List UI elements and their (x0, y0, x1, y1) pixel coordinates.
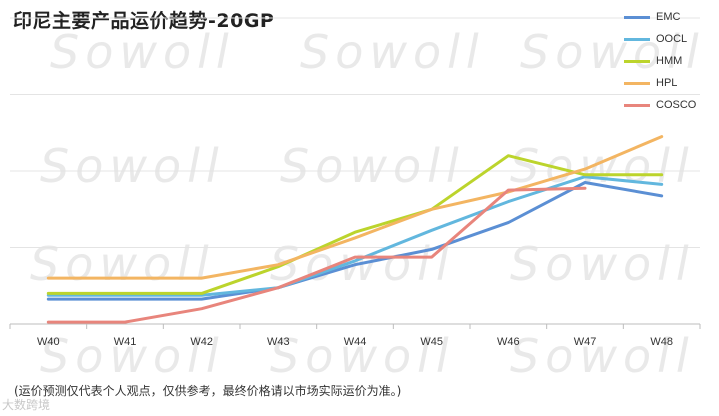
legend-swatch (624, 104, 650, 107)
legend-label: HPL (656, 77, 678, 89)
x-axis: W40 W41 W42 W43 W44 W45 W46 W47 W48 (9, 324, 701, 348)
series-line-emc (46, 181, 664, 301)
series-lines (46, 135, 664, 324)
corner-watermark: 大数跨境 (2, 398, 51, 412)
watermark-text: Sowoll (30, 237, 215, 291)
watermark-text: Sowoll (510, 237, 695, 291)
legend-label: EMC (656, 11, 681, 23)
x-tick-label: W42 (190, 336, 213, 348)
footnote: (运价预测仅代表个人观点，仅供参考，最终价格请以市场实际运价为准。) (14, 384, 402, 398)
legend-swatch (624, 60, 650, 63)
series-line-cosco (46, 186, 587, 324)
legend-label: OOCL (656, 33, 688, 45)
x-tick-label: W46 (497, 336, 520, 348)
legend-swatch (624, 16, 650, 19)
x-tick-label: W41 (114, 336, 137, 348)
watermark-text: Sowoll (50, 25, 235, 79)
watermark-text: Sowoll (510, 329, 695, 383)
series-line-hpl (46, 135, 664, 280)
series-line-hmm (46, 154, 664, 295)
legend-label: COSCO (656, 99, 697, 111)
x-tick-label: W48 (650, 336, 673, 348)
x-tick-label: W44 (344, 336, 367, 348)
watermark-text: Sowoll (270, 329, 455, 383)
series-line-oocl (46, 175, 664, 297)
gridlines (10, 17, 700, 325)
legend-swatch (624, 82, 650, 85)
x-tick-label: W40 (37, 336, 60, 348)
watermark-layer: Sowoll Sowoll Sowoll Sowoll Sowoll Sowoll Sowo… (30, 25, 705, 383)
x-tick-label: W45 (420, 336, 443, 348)
legend-swatch (624, 38, 650, 41)
chart-title: 印尼主要产品运价趋势-20GP (13, 10, 275, 32)
watermark-text: Sowoll (40, 329, 225, 383)
watermark-text: Sowoll (40, 139, 225, 193)
x-tick-label: W43 (267, 336, 290, 348)
watermark-text: Sowoll (300, 25, 485, 79)
watermark-text: Sowoll (280, 139, 465, 193)
legend-label: HMM (656, 55, 683, 67)
watermark-text: Sowoll (520, 25, 705, 79)
x-tick-label: W47 (574, 336, 597, 348)
